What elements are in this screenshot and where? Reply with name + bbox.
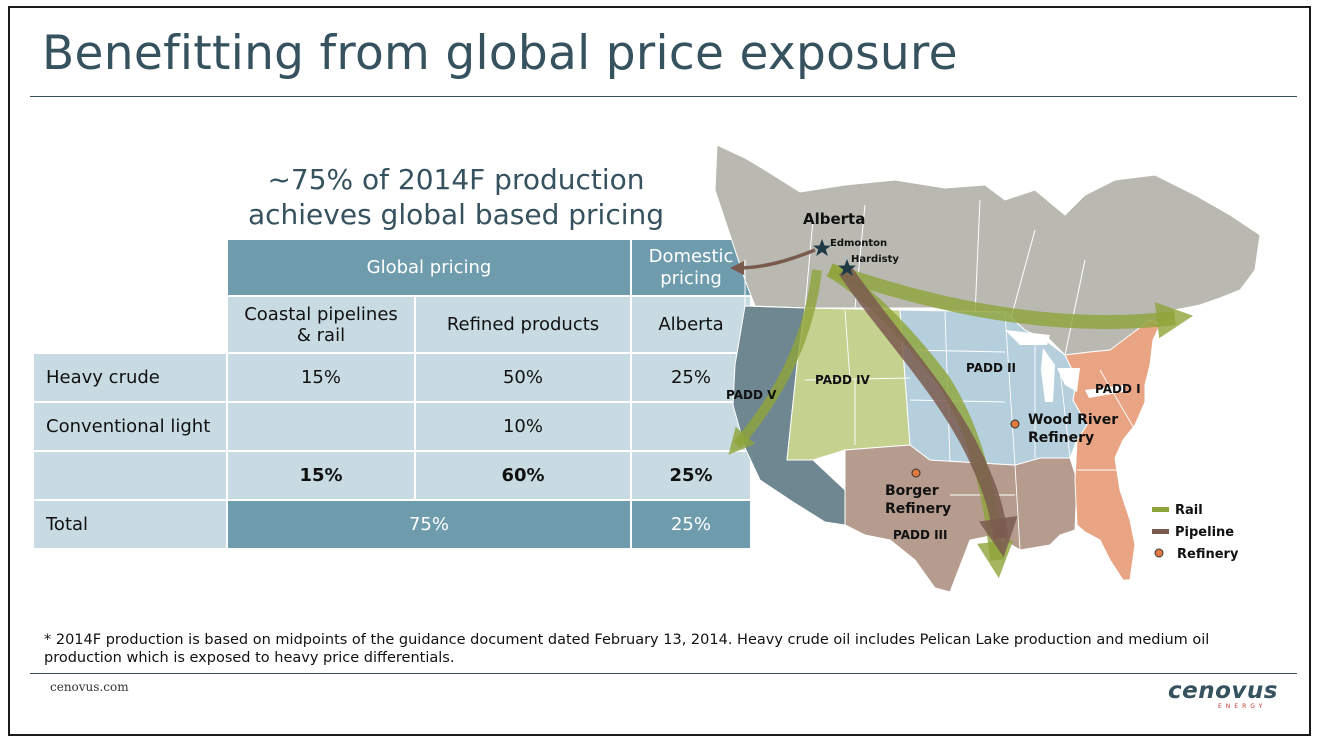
rail-legend-swatch — [1152, 507, 1169, 512]
logo-word: cenovus — [1168, 678, 1278, 704]
label-padd-4: PADD IV — [815, 373, 871, 387]
slide-frame — [8, 6, 1311, 736]
wood-river-refinery-marker — [1010, 419, 1020, 429]
total-label: Total — [34, 501, 226, 548]
label-padd-3: PADD III — [893, 528, 947, 542]
headline: ~75% of 2014F production achieves global… — [228, 162, 684, 232]
column-header-alberta: Alberta — [632, 297, 750, 352]
pricing-table: Global pricing Domestic pricing Coastal … — [32, 238, 752, 550]
footnote: * 2014F production is based on midpoints… — [44, 632, 1210, 666]
footer-divider — [30, 673, 1297, 674]
label-wood-river-refinery: Refinery — [1028, 430, 1094, 446]
pipeline-legend-swatch — [1152, 529, 1169, 534]
legend-rail: Rail — [1175, 503, 1203, 518]
map-legend: Rail Pipeline Refinery — [1152, 503, 1239, 562]
logo-sub: ENERGY — [1218, 703, 1267, 710]
global-pricing-header: Global pricing — [228, 240, 630, 295]
table-cell: 25% — [632, 354, 750, 401]
column-header-coastal: Coastal pipelines & rail — [228, 297, 414, 352]
rail-route-west-coast — [728, 269, 822, 455]
total-global-value: 75% — [228, 501, 630, 548]
refinery-legend-icon — [1154, 548, 1164, 558]
total-domestic-value: 25% — [632, 501, 750, 548]
province-borders — [744, 199, 1086, 356]
padd-1-region — [1064, 319, 1161, 581]
table-row: Heavy crude 15% 50% 25% — [34, 354, 750, 401]
borger-refinery-marker — [911, 468, 921, 478]
label-borger-refinery: Refinery — [885, 501, 951, 517]
row-label — [34, 452, 226, 499]
table-row: Conventional light 10% — [34, 403, 750, 450]
column-header-refined: Refined products — [416, 297, 630, 352]
footer-url: cenovus.com — [50, 680, 129, 694]
table-cell: 10% — [416, 403, 630, 450]
total-row: Total 75% 25% — [34, 501, 750, 548]
label-padd-2: PADD II — [966, 361, 1016, 375]
pipeline-route-gulf — [838, 265, 1018, 558]
table-cell: 15% — [228, 452, 414, 499]
label-padd-1: PADD I — [1095, 382, 1141, 396]
padd-3-region — [844, 444, 1078, 593]
row-label: Conventional light — [34, 403, 226, 450]
table-cell: 25% — [632, 452, 750, 499]
slide-title: Benefitting from global price exposure — [42, 26, 958, 81]
label-edmonton: Edmonton — [830, 238, 887, 249]
label-alberta: Alberta — [803, 210, 865, 228]
rail-route-east-coast — [827, 263, 1194, 339]
subtotal-row: 15% 60% 25% — [34, 452, 750, 499]
table-cell — [228, 403, 414, 450]
legend-pipeline: Pipeline — [1175, 525, 1234, 540]
label-borger: Borger — [885, 483, 939, 499]
label-padd-5: PADD V — [726, 388, 777, 402]
table-cell: 60% — [416, 452, 630, 499]
label-wood-river: Wood River — [1028, 412, 1118, 428]
row-label: Heavy crude — [34, 354, 226, 401]
title-divider — [30, 96, 1297, 97]
headline-line-1: ~75% of 2014F production — [267, 163, 645, 196]
legend-refinery: Refinery — [1177, 547, 1239, 562]
table-cell: 50% — [416, 354, 630, 401]
hardisty-star-icon — [838, 259, 856, 276]
edmonton-star-icon — [813, 239, 831, 256]
pipeline-route-west-coast — [730, 248, 816, 275]
headline-line-2: achieves global based pricing — [247, 198, 665, 231]
table-cell: 15% — [228, 354, 414, 401]
label-hardisty: Hardisty — [851, 254, 899, 265]
great-lakes — [1005, 330, 1125, 402]
canada-region — [714, 144, 1261, 356]
north-america-map: Alberta Edmonton Hardisty PADD II PADD I… — [714, 144, 1261, 593]
cenovus-logo: cenovus ENERGY — [1168, 678, 1280, 712]
